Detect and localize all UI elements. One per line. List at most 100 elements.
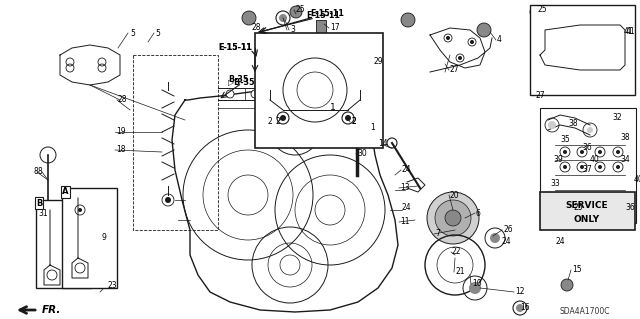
Text: 18: 18 — [116, 145, 125, 154]
Text: 38: 38 — [568, 118, 578, 128]
Text: 15: 15 — [572, 265, 582, 275]
Circle shape — [458, 56, 462, 60]
Circle shape — [580, 165, 584, 169]
Bar — [540, 108, 636, 223]
Text: 2: 2 — [268, 117, 273, 127]
Text: 27: 27 — [450, 65, 460, 75]
Text: 40: 40 — [590, 155, 600, 165]
Text: 25: 25 — [538, 5, 548, 14]
Bar — [530, 5, 635, 95]
Text: ONLY: ONLY — [574, 214, 600, 224]
Circle shape — [445, 210, 461, 226]
Text: 12: 12 — [515, 287, 525, 296]
Text: 20: 20 — [450, 190, 460, 199]
Circle shape — [469, 282, 481, 294]
Text: 2: 2 — [351, 117, 356, 127]
Text: 25: 25 — [295, 5, 305, 14]
Circle shape — [563, 165, 567, 169]
Circle shape — [587, 127, 593, 133]
Text: 5: 5 — [130, 28, 135, 38]
Text: 26: 26 — [503, 226, 513, 234]
Text: SDA4A1700C: SDA4A1700C — [560, 308, 611, 316]
Circle shape — [43, 277, 53, 287]
Circle shape — [516, 304, 524, 312]
Text: 11: 11 — [400, 218, 410, 226]
Text: 30: 30 — [357, 150, 367, 159]
Text: 36: 36 — [582, 144, 592, 152]
Text: 24: 24 — [502, 238, 511, 247]
Text: 34: 34 — [620, 155, 630, 165]
Text: 8: 8 — [38, 167, 43, 176]
Text: 25: 25 — [573, 203, 582, 211]
Circle shape — [490, 233, 500, 243]
Text: 22: 22 — [452, 248, 461, 256]
Circle shape — [561, 279, 573, 291]
Circle shape — [280, 115, 286, 121]
Text: B: B — [36, 198, 42, 207]
Bar — [36, 200, 91, 288]
Text: FR.: FR. — [42, 305, 61, 315]
Text: 31: 31 — [38, 210, 47, 219]
Circle shape — [616, 165, 620, 169]
Text: 10: 10 — [472, 279, 482, 288]
Circle shape — [356, 90, 364, 98]
Circle shape — [548, 121, 556, 129]
Text: ▷B-35: ▷B-35 — [228, 78, 255, 86]
Text: 24: 24 — [402, 204, 412, 212]
Text: 32: 32 — [612, 113, 621, 122]
Text: 24: 24 — [556, 238, 566, 247]
Circle shape — [345, 115, 351, 121]
Text: 28: 28 — [118, 95, 127, 105]
Circle shape — [279, 14, 287, 22]
Text: 35: 35 — [560, 136, 570, 145]
Text: 19: 19 — [116, 128, 125, 137]
Text: 1: 1 — [370, 123, 375, 132]
Text: SERVICE: SERVICE — [566, 201, 608, 210]
Text: 41: 41 — [626, 27, 636, 36]
Text: E-15-11: E-15-11 — [218, 43, 252, 53]
Text: 7: 7 — [435, 229, 440, 239]
Bar — [316, 20, 326, 34]
Text: A: A — [61, 188, 68, 197]
Text: 3: 3 — [290, 26, 295, 34]
Text: 23: 23 — [108, 280, 118, 290]
Circle shape — [435, 200, 471, 236]
Bar — [540, 192, 635, 230]
Text: 38: 38 — [620, 132, 630, 142]
Text: 2: 2 — [275, 117, 280, 127]
Circle shape — [563, 150, 567, 154]
Text: 39: 39 — [553, 155, 563, 165]
Bar — [62, 188, 117, 288]
Text: 37: 37 — [582, 166, 592, 174]
Text: 24: 24 — [402, 166, 412, 174]
Circle shape — [598, 150, 602, 154]
Text: E-15-11: E-15-11 — [218, 43, 252, 53]
Circle shape — [616, 150, 620, 154]
Text: 14: 14 — [378, 138, 388, 147]
Circle shape — [427, 192, 479, 244]
Text: 2: 2 — [352, 117, 356, 127]
Circle shape — [290, 6, 302, 18]
Text: E-15-11: E-15-11 — [310, 10, 344, 19]
Circle shape — [470, 40, 474, 44]
Circle shape — [331, 90, 339, 98]
Text: 41: 41 — [624, 27, 634, 36]
Circle shape — [401, 13, 415, 27]
Circle shape — [242, 11, 256, 25]
Circle shape — [530, 6, 542, 18]
Text: 27: 27 — [536, 91, 546, 100]
Text: 16: 16 — [520, 303, 530, 313]
Circle shape — [598, 165, 602, 169]
Text: 17: 17 — [330, 24, 340, 33]
Text: 6: 6 — [476, 209, 481, 218]
Text: 4: 4 — [497, 35, 502, 44]
Text: 21: 21 — [455, 268, 465, 277]
Text: E-15-11: E-15-11 — [306, 11, 340, 19]
Text: 36: 36 — [625, 203, 635, 211]
Text: 28: 28 — [252, 24, 262, 33]
Text: 33: 33 — [550, 180, 560, 189]
Text: B-35: B-35 — [228, 76, 248, 85]
Circle shape — [251, 90, 259, 98]
Circle shape — [78, 208, 82, 212]
Text: 13: 13 — [400, 183, 410, 192]
